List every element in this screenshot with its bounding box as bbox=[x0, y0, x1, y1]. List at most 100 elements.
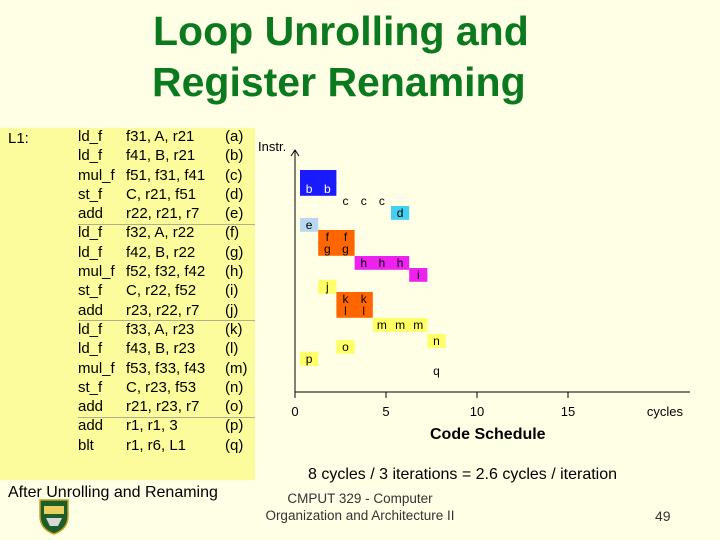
schedule-bar-label: m bbox=[413, 318, 423, 332]
schedule-bar-label: h bbox=[360, 256, 367, 270]
schedule-bar-label: q bbox=[433, 364, 440, 378]
code-tag: (h) bbox=[225, 263, 244, 281]
code-op: mul_f bbox=[78, 263, 115, 281]
code-tag: (d) bbox=[225, 185, 244, 203]
schedule-bar bbox=[372, 318, 428, 332]
code-args: C, r23, f53 bbox=[126, 378, 197, 396]
schedule-bar-label: g bbox=[342, 242, 349, 256]
schedule-bar bbox=[318, 242, 355, 256]
schedule-caption: Code Schedule bbox=[430, 426, 546, 443]
schedule-bar-label: b bbox=[324, 182, 331, 196]
title-line-2: Register Renaming bbox=[152, 59, 526, 105]
code-args: f52, f32, f42 bbox=[126, 263, 206, 281]
code-args: f32, A, r22 bbox=[126, 224, 195, 242]
code-op: ld_f bbox=[78, 320, 103, 338]
code-tag: (j) bbox=[225, 301, 239, 319]
schedule-bar-label: l bbox=[362, 304, 365, 318]
schedule-bar-label: h bbox=[397, 256, 404, 270]
iteration-separator bbox=[78, 416, 255, 418]
schedule-bar-label: m bbox=[377, 318, 387, 332]
schedule-bar-label: n bbox=[433, 334, 440, 348]
schedule-bar bbox=[427, 364, 446, 378]
y-axis-arrow bbox=[290, 149, 300, 157]
course-credit: CMPUT 329 - Computer Organization and Ar… bbox=[262, 490, 458, 524]
code-op: st_f bbox=[78, 378, 103, 396]
code-op: add bbox=[78, 417, 104, 435]
schedule-bar-label: o bbox=[342, 340, 349, 354]
code-op: ld_f bbox=[78, 243, 103, 261]
schedule-bar-label: c bbox=[361, 194, 367, 208]
schedule-bar bbox=[336, 340, 355, 354]
schedule-bar bbox=[409, 268, 428, 282]
code-op: ld_f bbox=[78, 147, 103, 165]
schedule-bar-label: h bbox=[379, 256, 386, 270]
schedule-bar-label: c bbox=[343, 194, 349, 208]
schedule-bar-label: j bbox=[325, 280, 329, 294]
page-number: 49 bbox=[655, 508, 671, 524]
x-tick-label: 15 bbox=[561, 404, 575, 419]
code-op: ld_f bbox=[78, 128, 103, 145]
schedule-bar-label: c bbox=[379, 194, 385, 208]
code-args: f43, B, r23 bbox=[126, 340, 196, 358]
code-op: mul_f bbox=[78, 166, 115, 184]
code-panel bbox=[0, 128, 255, 480]
schedule-bar bbox=[391, 206, 410, 220]
schedule-bar-label: k bbox=[361, 292, 368, 306]
code-args: f33, A, r23 bbox=[126, 320, 195, 338]
schedule-bar bbox=[300, 182, 337, 196]
code-op: st_f bbox=[78, 282, 103, 300]
code-tag: (f) bbox=[225, 224, 240, 242]
loop-label: L1: bbox=[8, 130, 29, 147]
schedule-bar-label: a bbox=[324, 170, 331, 184]
code-op: ld_f bbox=[78, 224, 103, 242]
schedule-bar bbox=[336, 304, 373, 318]
schedule-bar bbox=[300, 218, 319, 232]
schedule-bar-label: i bbox=[417, 268, 420, 282]
code-args: C, r22, f52 bbox=[126, 282, 197, 300]
code-tag: (n) bbox=[225, 378, 244, 396]
code-tag: (i) bbox=[225, 282, 239, 300]
code-tag: (a) bbox=[225, 128, 244, 145]
code-args: r21, r23, r7 bbox=[126, 398, 200, 416]
code-op: add bbox=[78, 205, 104, 223]
schedule-bar-label: f bbox=[344, 230, 348, 244]
code-args: f51, f31, f41 bbox=[126, 166, 206, 184]
code-tag: (m) bbox=[225, 359, 248, 377]
code-tag: (o) bbox=[225, 398, 244, 416]
schedule-bar bbox=[318, 280, 337, 294]
title-line-1: Loop Unrolling and bbox=[153, 8, 529, 54]
code-op: ld_f bbox=[78, 340, 103, 358]
code-tag: (l) bbox=[225, 340, 239, 358]
code-args: C, r21, f51 bbox=[126, 185, 197, 203]
schedule-bar-label: a bbox=[306, 170, 313, 184]
code-op: add bbox=[78, 398, 104, 416]
schedule-bar-label: d bbox=[397, 206, 404, 220]
code-op: blt bbox=[78, 436, 94, 454]
university-crest-logo bbox=[39, 499, 69, 535]
iteration-separator bbox=[78, 223, 255, 225]
schedule-bar bbox=[300, 170, 337, 184]
cycles-note: 8 cycles / 3 iterations = 2.6 cycles / i… bbox=[308, 466, 618, 483]
code-args: r23, r22, r7 bbox=[126, 301, 200, 319]
code-tag: (g) bbox=[225, 243, 244, 261]
x-tick-label: 5 bbox=[382, 404, 389, 419]
code-tag: (q) bbox=[225, 436, 244, 454]
schedule-bar bbox=[427, 334, 446, 348]
code-args: f53, f33, f43 bbox=[126, 359, 206, 377]
schedule-bar bbox=[300, 352, 319, 366]
code-args: r1, r6, L1 bbox=[126, 436, 187, 454]
schedule-bar-label: p bbox=[306, 352, 313, 366]
schedule-bar-label: m bbox=[395, 318, 405, 332]
schedule-bar-label: b bbox=[306, 182, 313, 196]
code-args: f31, A, r21 bbox=[126, 128, 195, 145]
x-tick-label: 0 bbox=[291, 404, 298, 419]
x-axis-label: cycles bbox=[647, 404, 684, 419]
code-tag: (p) bbox=[225, 417, 244, 435]
code-op: add bbox=[78, 301, 104, 319]
y-axis-label: Instr. bbox=[258, 139, 287, 154]
code-args: f42, B, r22 bbox=[126, 243, 196, 261]
code-args: r22, r21, r7 bbox=[126, 205, 200, 223]
schedule-bar bbox=[318, 230, 355, 244]
schedule-bar-label: k bbox=[343, 292, 350, 306]
